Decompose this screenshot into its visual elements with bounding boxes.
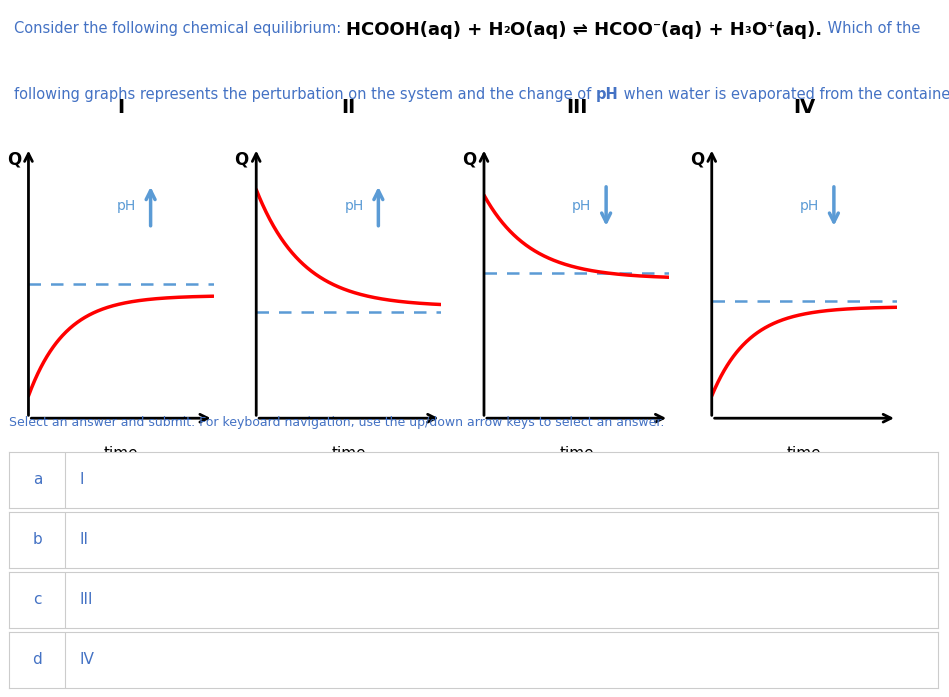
Text: Q: Q	[234, 151, 249, 169]
Text: O(aq) ⇌ HCOO: O(aq) ⇌ HCOO	[511, 21, 653, 39]
Text: Q: Q	[690, 151, 704, 169]
Text: ₃: ₃	[745, 21, 752, 36]
Text: pH: pH	[117, 199, 136, 213]
Text: (aq).: (aq).	[774, 21, 823, 39]
Text: a: a	[32, 472, 42, 487]
Text: when water is evaporated from the container?: when water is evaporated from the contai…	[619, 87, 949, 102]
Text: pH: pH	[344, 199, 363, 213]
Text: following graphs represents the perturbation on the system and the change of: following graphs represents the perturba…	[14, 87, 596, 102]
Text: HCOOH(aq) + H: HCOOH(aq) + H	[346, 21, 504, 39]
Text: ⁺: ⁺	[767, 21, 774, 36]
Text: Q: Q	[7, 151, 21, 169]
Text: ⁻: ⁻	[653, 21, 661, 36]
Text: IV: IV	[79, 652, 94, 668]
Text: II: II	[342, 98, 356, 117]
Text: pH: pH	[800, 199, 819, 213]
Text: pH: pH	[596, 87, 619, 102]
Text: I: I	[118, 98, 124, 117]
Text: Select an answer and submit. For keyboard navigation, use the up/down arrow keys: Select an answer and submit. For keyboar…	[9, 416, 665, 429]
Text: (aq) + H: (aq) + H	[661, 21, 745, 39]
Text: time: time	[331, 446, 366, 461]
Text: c: c	[33, 592, 42, 607]
Text: Which of the: Which of the	[823, 21, 921, 36]
Text: pH: pH	[572, 199, 591, 213]
Text: III: III	[79, 592, 93, 607]
Text: time: time	[103, 446, 139, 461]
Text: time: time	[559, 446, 594, 461]
Text: III: III	[566, 98, 587, 117]
Text: O: O	[752, 21, 767, 39]
Text: b: b	[32, 533, 42, 547]
Text: I: I	[79, 472, 84, 487]
Text: d: d	[32, 652, 42, 668]
Text: IV: IV	[793, 98, 815, 117]
Text: II: II	[79, 533, 88, 547]
Text: Q: Q	[462, 151, 476, 169]
Text: ₂: ₂	[504, 21, 511, 36]
Text: time: time	[787, 446, 822, 461]
Text: Consider the following chemical equilibrium:: Consider the following chemical equilibr…	[14, 21, 346, 36]
